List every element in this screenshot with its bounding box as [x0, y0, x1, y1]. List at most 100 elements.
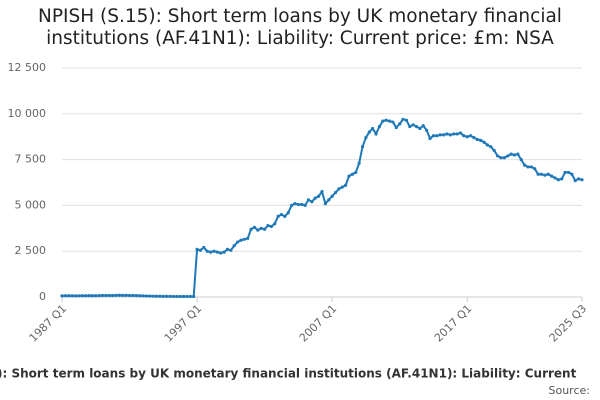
point: [154, 294, 159, 298]
point: [566, 170, 571, 175]
y-tick-label: 2 500: [15, 244, 47, 257]
point: [468, 134, 473, 138]
point: [219, 251, 223, 255]
point: [90, 294, 94, 298]
point: [485, 143, 490, 147]
point: [543, 173, 547, 177]
point: [208, 250, 213, 254]
point: [249, 227, 253, 231]
point: [158, 294, 162, 298]
point: [73, 294, 78, 298]
x-tick-label: 1997 Q1: [162, 302, 205, 345]
point: [364, 136, 368, 140]
point: [499, 156, 503, 160]
point: [134, 294, 138, 298]
point: [333, 190, 338, 195]
point: [411, 123, 415, 127]
point: [404, 118, 409, 122]
y-tick-label: 7 500: [15, 153, 47, 166]
x-tick-label: 2017 Q1: [432, 302, 475, 345]
point: [310, 200, 314, 204]
point: [114, 293, 118, 297]
point: [536, 172, 540, 176]
point: [330, 194, 334, 198]
point: [70, 294, 74, 298]
point: [357, 161, 361, 165]
point: [259, 226, 263, 230]
point: [516, 152, 520, 156]
point: [100, 293, 105, 298]
point: [87, 294, 91, 298]
point: [256, 228, 260, 232]
point: [546, 172, 550, 176]
series-line: [61, 118, 583, 298]
point: [340, 185, 344, 189]
point: [127, 293, 132, 298]
chart-title: NPISH (S.15): Short term loans by UK mon…: [38, 6, 562, 49]
point: [350, 172, 354, 176]
y-tick-label: 5 000: [15, 198, 47, 211]
point: [320, 190, 324, 194]
point: [347, 174, 351, 178]
point: [111, 293, 115, 298]
point: [492, 148, 496, 153]
point: [178, 294, 182, 299]
point: [421, 124, 425, 128]
point: [462, 134, 466, 138]
point: [512, 153, 517, 157]
point: [80, 294, 84, 298]
point: [458, 131, 463, 135]
point: [300, 202, 304, 207]
point: [506, 154, 510, 158]
point: [195, 247, 199, 251]
point: [327, 198, 331, 202]
point: [67, 294, 71, 298]
point: [317, 194, 321, 198]
point: [262, 227, 267, 231]
point: [148, 294, 152, 298]
point: [577, 177, 581, 181]
point: [266, 223, 270, 228]
point: [225, 247, 230, 251]
point: [192, 294, 196, 299]
point: [286, 211, 290, 215]
point: [168, 294, 172, 298]
point: [354, 170, 358, 175]
point: [489, 145, 493, 149]
point: [526, 165, 530, 169]
point: [387, 119, 392, 123]
point: [475, 137, 479, 142]
point: [479, 138, 483, 142]
point: [252, 225, 257, 229]
point: [63, 294, 67, 298]
point: [290, 203, 294, 207]
point: [215, 250, 219, 254]
point: [229, 248, 233, 252]
point: [381, 119, 385, 123]
point: [198, 248, 203, 252]
point: [573, 179, 577, 183]
point: [360, 145, 365, 149]
point: [580, 178, 584, 182]
point: [560, 177, 564, 181]
point: [441, 133, 446, 137]
point: [181, 294, 186, 299]
point: [235, 240, 240, 244]
point: [117, 293, 122, 297]
point: [296, 202, 300, 207]
point: [124, 293, 128, 297]
point: [418, 126, 422, 131]
point: [533, 167, 537, 171]
point: [465, 135, 469, 139]
point: [408, 125, 412, 129]
point: [448, 133, 452, 137]
point: [401, 117, 405, 121]
point: [344, 183, 348, 187]
point: [293, 201, 297, 206]
point: [371, 126, 375, 131]
source: Source:: [549, 384, 591, 397]
x-tick-label: 2007 Q1: [297, 302, 340, 345]
point: [384, 118, 388, 122]
